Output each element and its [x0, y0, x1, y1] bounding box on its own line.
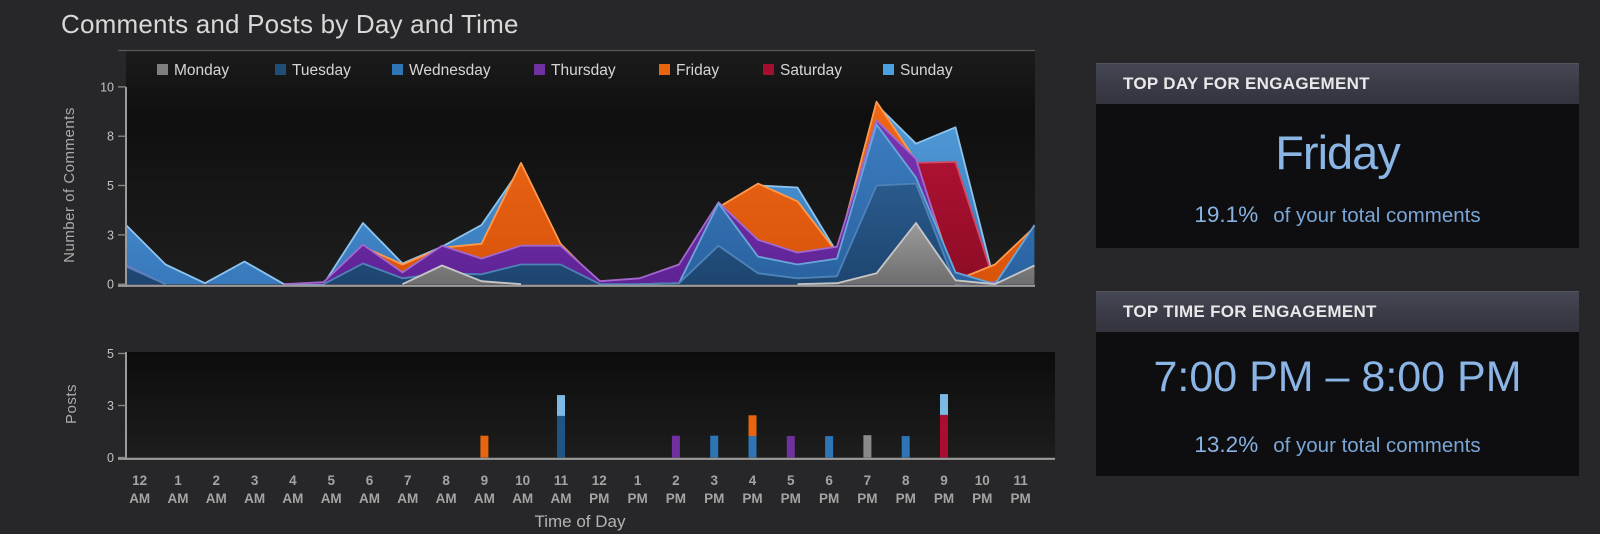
svg-text:12: 12 — [132, 473, 147, 488]
svg-text:PM: PM — [742, 491, 762, 506]
svg-text:AM: AM — [206, 491, 227, 506]
svg-text:AM: AM — [321, 491, 342, 506]
svg-text:PM: PM — [589, 491, 609, 506]
svg-text:10: 10 — [100, 80, 114, 94]
svg-text:6: 6 — [825, 473, 833, 488]
svg-text:Thursday: Thursday — [551, 62, 616, 79]
svg-text:PM: PM — [1010, 491, 1030, 506]
svg-text:PM: PM — [896, 491, 916, 506]
svg-text:AM: AM — [359, 491, 380, 506]
svg-text:AM: AM — [551, 491, 572, 506]
svg-text:8: 8 — [902, 473, 910, 488]
svg-text:AM: AM — [474, 491, 495, 506]
svg-text:3: 3 — [107, 399, 114, 413]
svg-text:5: 5 — [787, 473, 795, 488]
svg-text:10: 10 — [515, 473, 530, 488]
svg-text:2: 2 — [672, 473, 680, 488]
svg-text:1: 1 — [174, 473, 182, 488]
svg-text:Saturday: Saturday — [780, 62, 842, 79]
svg-text:11: 11 — [554, 473, 569, 488]
svg-text:8: 8 — [442, 473, 450, 488]
svg-text:AM: AM — [512, 491, 533, 506]
svg-text:10: 10 — [975, 473, 990, 488]
svg-text:6: 6 — [366, 473, 374, 488]
svg-text:2: 2 — [213, 473, 221, 488]
svg-text:7: 7 — [404, 473, 412, 488]
svg-text:8: 8 — [107, 130, 114, 144]
svg-text:3: 3 — [710, 473, 718, 488]
svg-text:PM: PM — [934, 491, 954, 506]
svg-text:1: 1 — [634, 473, 642, 488]
svg-text:AM: AM — [282, 491, 303, 506]
svg-text:PM: PM — [819, 491, 839, 506]
svg-text:PM: PM — [857, 491, 877, 506]
svg-text:9: 9 — [481, 473, 489, 488]
svg-text:PM: PM — [704, 491, 724, 506]
svg-text:9: 9 — [940, 473, 948, 488]
svg-text:AM: AM — [244, 491, 265, 506]
svg-text:5: 5 — [107, 347, 114, 361]
svg-text:PM: PM — [627, 491, 647, 506]
svg-text:3: 3 — [107, 228, 114, 242]
svg-text:0: 0 — [107, 278, 114, 292]
svg-text:4: 4 — [289, 473, 297, 488]
svg-text:PM: PM — [666, 491, 686, 506]
svg-text:11: 11 — [1013, 473, 1028, 488]
svg-text:Sunday: Sunday — [900, 62, 953, 79]
svg-text:12: 12 — [592, 473, 607, 488]
svg-text:5: 5 — [107, 179, 114, 193]
svg-text:4: 4 — [749, 473, 757, 488]
svg-text:Friday: Friday — [676, 62, 719, 79]
svg-text:Time of Day: Time of Day — [534, 512, 626, 531]
svg-text:Number of Comments: Number of Comments — [61, 107, 78, 263]
svg-text:7: 7 — [864, 473, 872, 488]
svg-text:Wednesday: Wednesday — [409, 62, 491, 79]
svg-text:PM: PM — [972, 491, 992, 506]
svg-text:AM: AM — [397, 491, 418, 506]
svg-text:Posts: Posts — [63, 384, 80, 424]
svg-text:Monday: Monday — [174, 62, 229, 79]
svg-text:3: 3 — [251, 473, 259, 488]
svg-text:AM: AM — [168, 491, 189, 506]
svg-text:5: 5 — [327, 473, 335, 488]
svg-text:0: 0 — [107, 451, 114, 465]
svg-text:AM: AM — [129, 491, 150, 506]
svg-text:Tuesday: Tuesday — [292, 62, 351, 79]
svg-text:AM: AM — [436, 491, 457, 506]
svg-text:PM: PM — [781, 491, 801, 506]
